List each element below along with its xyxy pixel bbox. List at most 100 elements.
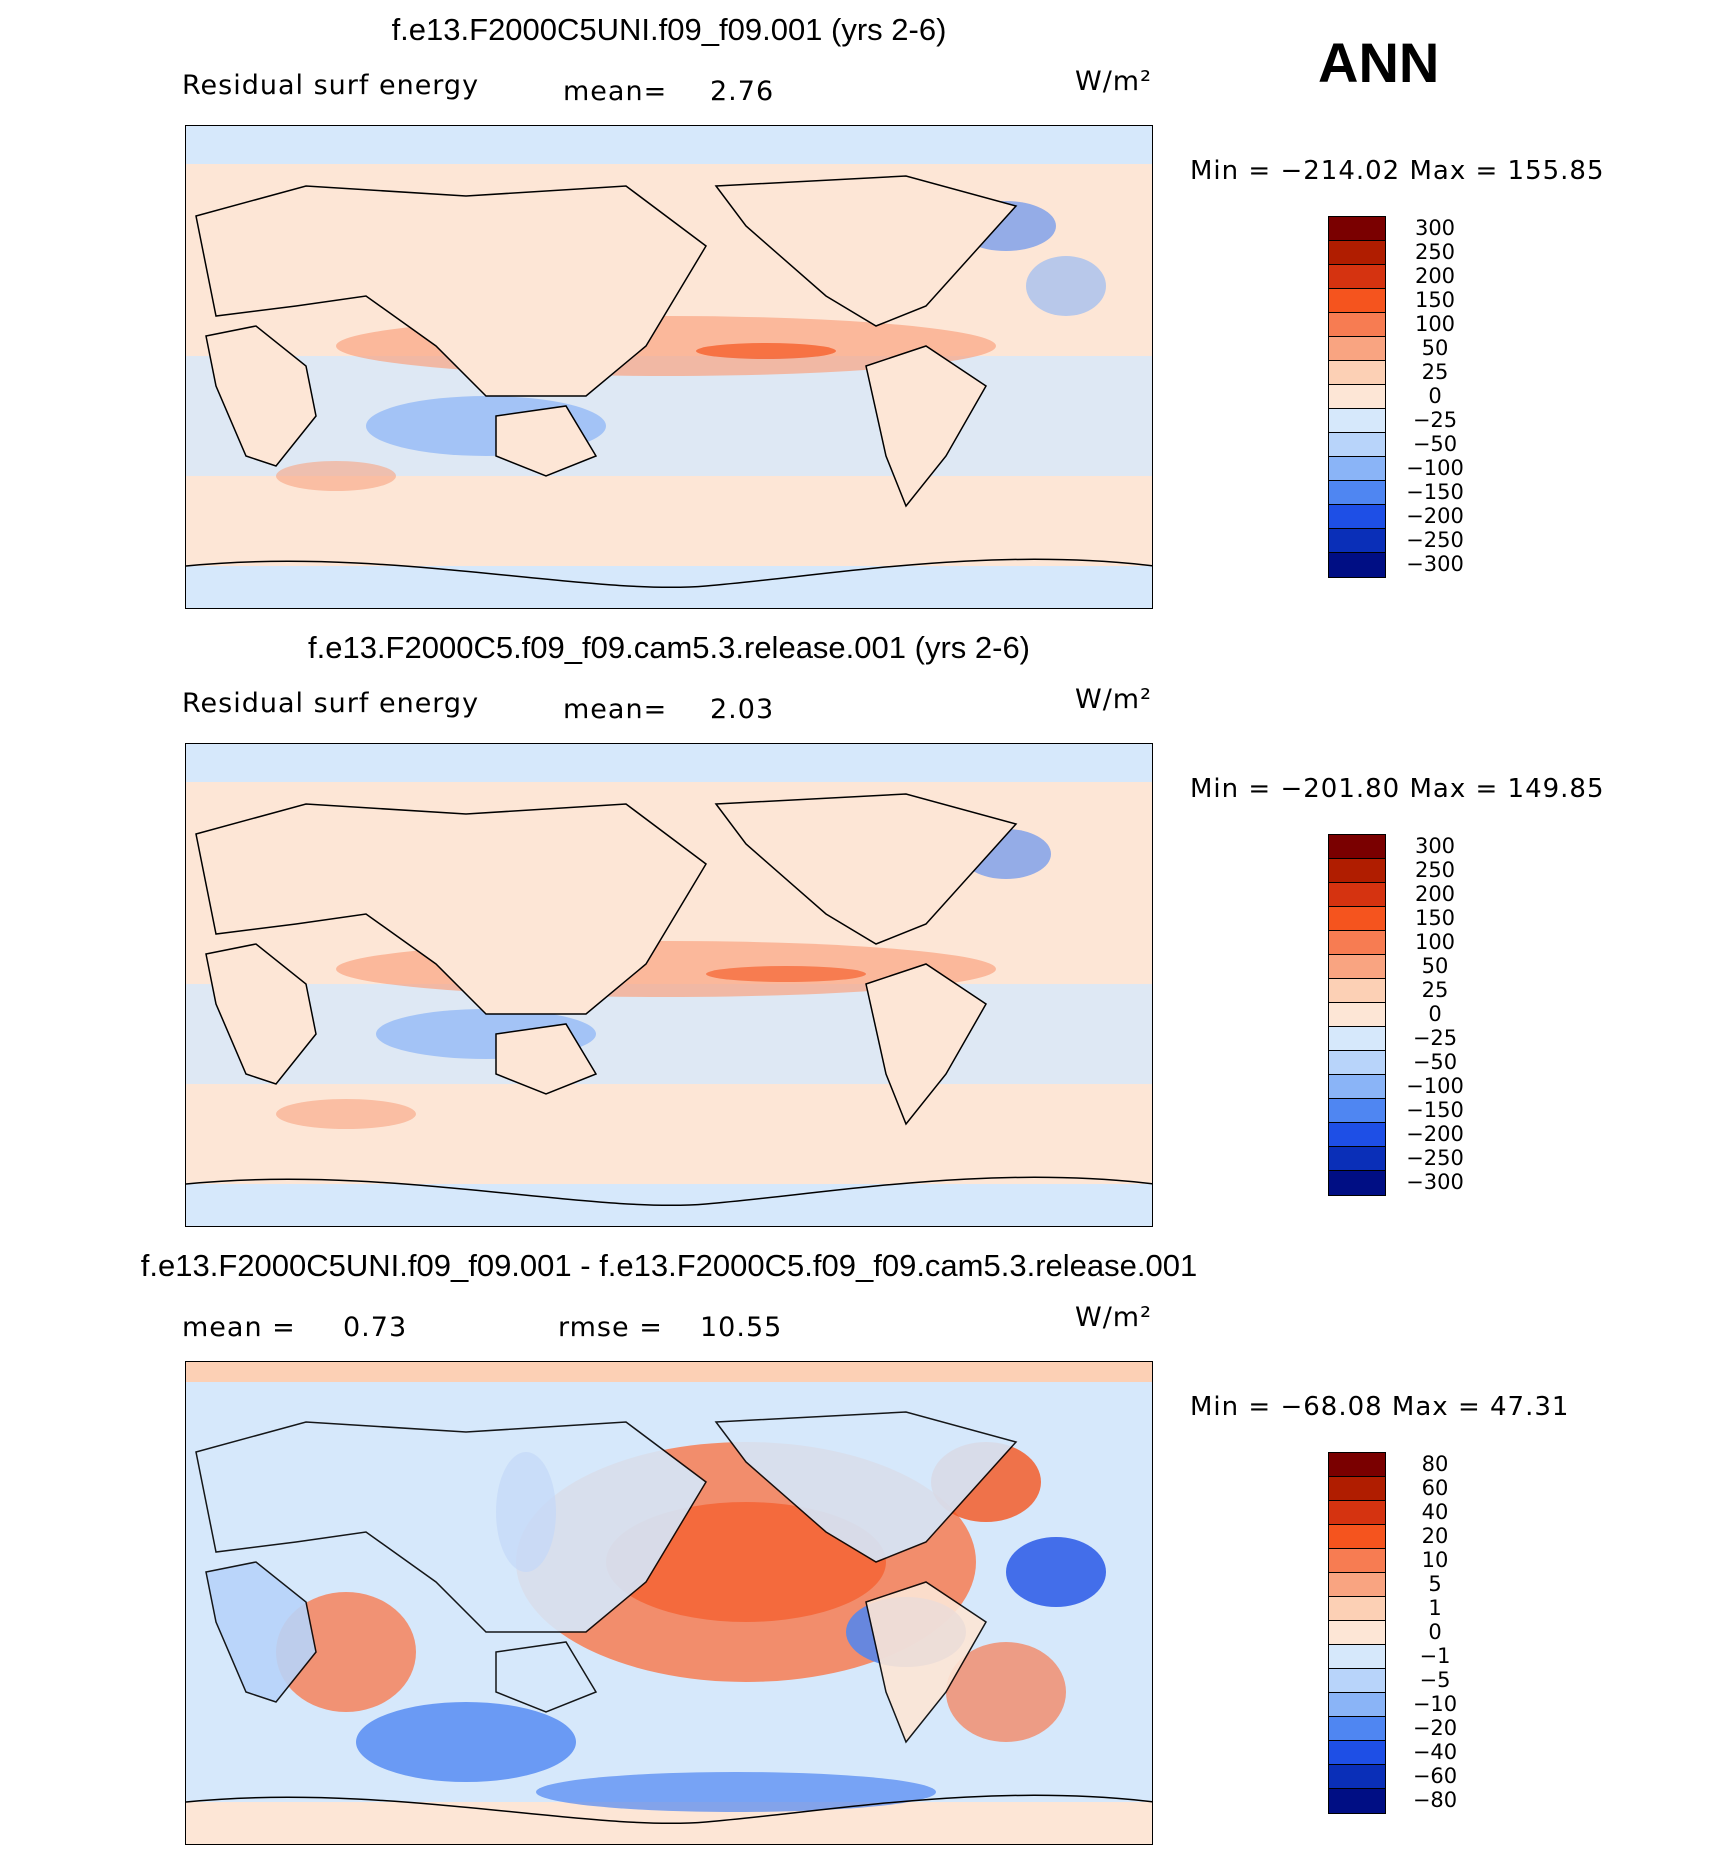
colorbar-tick-label: −100 [1406, 1074, 1464, 1098]
colorbar-swatch [1329, 1741, 1385, 1765]
panel2-colorbar [1328, 834, 1388, 1196]
colorbar-swatch [1329, 409, 1385, 433]
colorbar-tick-label: 0 [1428, 1002, 1442, 1026]
colorbar-tick-label: −50 [1412, 432, 1458, 456]
colorbar-swatch [1329, 1501, 1385, 1525]
colorbar-swatch [1329, 1171, 1385, 1195]
colorbar-swatch [1329, 907, 1385, 931]
colorbar-swatch [1329, 529, 1385, 553]
colorbar-swatch [1329, 1789, 1385, 1813]
colorbar-swatch [1329, 1645, 1385, 1669]
colorbar-tick-label: 1 [1428, 1596, 1442, 1620]
colorbar-tick-label: 50 [1421, 336, 1449, 360]
colorbar-swatch [1329, 1027, 1385, 1051]
colorbar-tick-label: 80 [1421, 1452, 1449, 1476]
panel2-variable-label: Residual surf energy [182, 688, 480, 719]
panel1-mean-value: 2.76 [710, 76, 775, 107]
season-label: ANN [1318, 31, 1440, 94]
colorbar-swatch [1329, 241, 1385, 265]
colorbar-swatch [1329, 931, 1385, 955]
colorbar-tick-label: −250 [1406, 1146, 1464, 1170]
colorbar-swatch [1329, 385, 1385, 409]
colorbar-swatch [1329, 1573, 1385, 1597]
panel3-minmax: Min = −68.08 Max = 47.31 [1190, 1392, 1570, 1422]
colorbar-tick-label: 50 [1421, 954, 1449, 978]
panel3-rmse-label: rmse = [558, 1312, 663, 1343]
panel1-mean-label: mean= [563, 76, 668, 107]
colorbar-tick-label: −40 [1412, 1740, 1458, 1764]
colorbar-tick-label: 250 [1414, 240, 1456, 264]
colorbar-swatch [1329, 1621, 1385, 1645]
colorbar-swatch [1329, 1003, 1385, 1027]
colorbar-swatch [1329, 883, 1385, 907]
colorbar-tick-label: 10 [1421, 1548, 1449, 1572]
panel3-map [185, 1361, 1153, 1845]
colorbar-tick-label: −25 [1412, 408, 1458, 432]
panel1-variable-label: Residual surf energy [182, 70, 480, 101]
colorbar-swatch [1329, 1525, 1385, 1549]
colorbar-tick-label: 300 [1414, 834, 1456, 858]
panel2-mean-label: mean= [563, 694, 668, 725]
colorbar-tick-label: −50 [1412, 1050, 1458, 1074]
colorbar-tick-label: −150 [1406, 1098, 1464, 1122]
colorbar-tick-label: 60 [1421, 1476, 1449, 1500]
colorbar-swatch [1329, 1765, 1385, 1789]
colorbar-tick-label: −300 [1406, 552, 1464, 576]
colorbar-tick-label: 250 [1414, 858, 1456, 882]
colorbar-tick-label: −80 [1412, 1788, 1458, 1812]
colorbar-tick-label: 100 [1414, 312, 1456, 336]
colorbar-swatch [1329, 505, 1385, 529]
colorbar-swatch [1329, 313, 1385, 337]
panel3-units: W/m² [1075, 1302, 1152, 1333]
colorbar-swatch [1329, 1099, 1385, 1123]
colorbar-tick-label: −20 [1412, 1716, 1458, 1740]
panel1-map [185, 125, 1153, 609]
panel1-minmax: Min = −214.02 Max = 155.85 [1190, 156, 1605, 186]
panel2-mean-value: 2.03 [710, 694, 775, 725]
colorbar-tick-label: 200 [1414, 882, 1456, 906]
colorbar-tick-label: 0 [1428, 1620, 1442, 1644]
panel2-units: W/m² [1075, 684, 1152, 715]
colorbar-tick-label: 150 [1414, 906, 1456, 930]
colorbar-tick-label: 20 [1421, 1524, 1449, 1548]
colorbar-tick-label: −200 [1406, 504, 1464, 528]
colorbar-tick-label: −300 [1406, 1170, 1464, 1194]
colorbar-swatch [1329, 1147, 1385, 1171]
panel3-mean-label: mean = [182, 1312, 296, 1343]
panel3-colorbar [1328, 1452, 1388, 1814]
colorbar-swatch [1329, 481, 1385, 505]
colorbar-swatch [1329, 217, 1385, 241]
colorbar-swatch [1329, 1597, 1385, 1621]
colorbar-tick-label: −100 [1406, 456, 1464, 480]
colorbar-tick-label: 300 [1414, 216, 1456, 240]
colorbar-tick-label: −150 [1406, 480, 1464, 504]
colorbar-swatch [1329, 361, 1385, 385]
colorbar-swatch [1329, 979, 1385, 1003]
colorbar-swatch [1329, 1477, 1385, 1501]
colorbar-tick-label: −60 [1412, 1764, 1458, 1788]
panel1-colorbar [1328, 216, 1388, 578]
colorbar-tick-label: 25 [1421, 978, 1449, 1002]
colorbar-tick-label: −1 [1419, 1644, 1451, 1668]
colorbar-swatch [1329, 1075, 1385, 1099]
colorbar-tick-label: 5 [1428, 1572, 1442, 1596]
colorbar-tick-label: 40 [1421, 1500, 1449, 1524]
colorbar-tick-label: −10 [1412, 1692, 1458, 1716]
colorbar-swatch [1329, 289, 1385, 313]
panel3-rmse-value: 10.55 [700, 1312, 783, 1343]
colorbar-swatch [1329, 1453, 1385, 1477]
panel2-map-graphic [186, 744, 1152, 1226]
colorbar-swatch [1329, 1549, 1385, 1573]
colorbar-swatch [1329, 955, 1385, 979]
colorbar-swatch [1329, 457, 1385, 481]
panel2-title: f.e13.F2000C5.f09_f09.cam5.3.release.001… [307, 630, 1031, 665]
colorbar-swatch [1329, 553, 1385, 577]
panel3-title: f.e13.F2000C5UNI.f09_f09.001 - f.e13.F20… [140, 1248, 1198, 1283]
colorbar-swatch [1329, 1669, 1385, 1693]
colorbar-swatch [1329, 337, 1385, 361]
colorbar-tick-label: 200 [1414, 264, 1456, 288]
colorbar-tick-label: 100 [1414, 930, 1456, 954]
panel1-title: f.e13.F2000C5UNI.f09_f09.001 (yrs 2-6) [391, 12, 947, 47]
colorbar-swatch [1329, 433, 1385, 457]
panel1-map-graphic [186, 126, 1152, 608]
